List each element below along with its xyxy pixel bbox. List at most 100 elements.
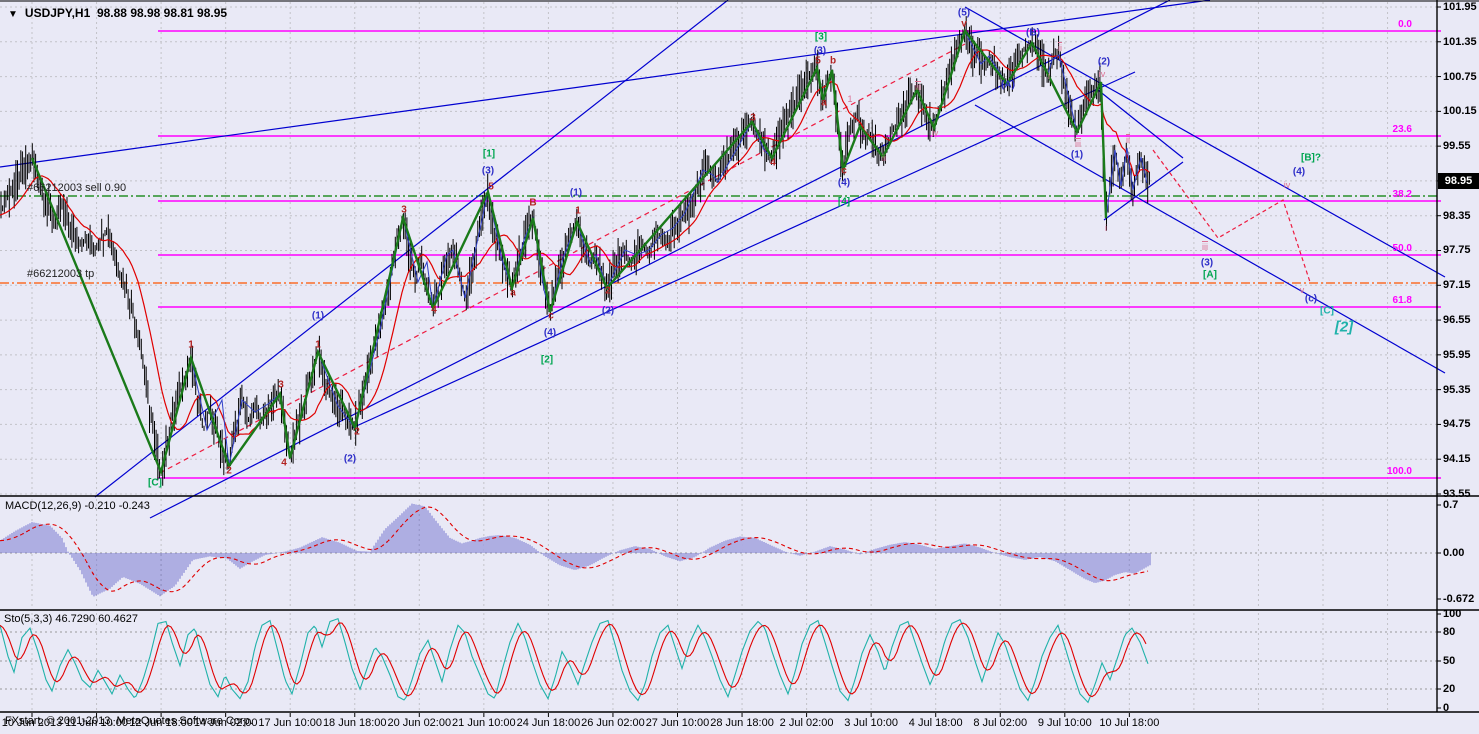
- wave-label: 4: [431, 304, 437, 316]
- fib-level-label: 23.6: [1392, 124, 1412, 135]
- wave-label: (2): [1097, 56, 1111, 68]
- current-price-badge: 98.95: [1438, 173, 1479, 189]
- time-axis-label: 9 Jul 10:00: [1037, 717, 1092, 729]
- wave-label: 2: [354, 426, 360, 438]
- wave-label: (A): [1001, 79, 1015, 91]
- time-axis-label: 18 Jun 18:00: [322, 717, 387, 729]
- wave-label: v: [1299, 285, 1305, 295]
- wave-label: iv: [1283, 180, 1291, 190]
- sell-order-label[interactable]: #66212003 sell 0.90: [27, 182, 127, 194]
- wave-label: 2: [605, 285, 611, 297]
- price-axis-label: 96.55: [1443, 314, 1471, 327]
- sto-axis-label: 50: [1443, 655, 1456, 667]
- wave-label: v: [961, 18, 967, 30]
- price-axis-label: 93.55: [1443, 487, 1471, 500]
- symbol-timeframe: USDJPY,H1: [24, 6, 91, 20]
- wave-label: (5): [957, 7, 971, 19]
- wave-label: ii: [882, 153, 886, 163]
- wave-label: [4]: [837, 196, 851, 208]
- wave-label: iii: [1202, 242, 1208, 252]
- price-axis-label: 95.35: [1443, 383, 1471, 396]
- time-axis-label: 20 Jun 02:00: [387, 717, 452, 729]
- chart-title: ▼ USDJPY,H1 98.88 98.98 98.81 98.95: [8, 6, 227, 20]
- macd-axis-label: 0.00: [1443, 547, 1465, 559]
- sto-axis-label: 0: [1443, 702, 1450, 714]
- wave-label: 4: [281, 457, 287, 469]
- price-axis-label: 100.15: [1443, 105, 1477, 118]
- wave-label: 3: [750, 112, 756, 124]
- price-axis-label: 95.95: [1443, 348, 1471, 361]
- sto-axis-label: 80: [1443, 626, 1456, 638]
- sto-axis-label: 20: [1443, 683, 1456, 695]
- price-axis-label: 94.75: [1443, 418, 1471, 431]
- time-axis-label: 10 Jul 18:00: [1099, 717, 1160, 729]
- wave-label: (4): [543, 327, 557, 339]
- wave-label: B: [529, 197, 537, 209]
- time-axis-label: 11 Jun 10:00: [65, 717, 128, 729]
- fib-level-label: 50.0: [1392, 243, 1412, 254]
- wave-label: ii: [1058, 43, 1062, 53]
- wave-label: (4): [1292, 166, 1306, 178]
- wave-label: [A]: [1203, 269, 1217, 281]
- macd-indicator-label: MACD(12,26,9) -0.210 -0.243: [5, 500, 150, 512]
- wave-label: [1]: [482, 148, 496, 160]
- price-axis-label: 97.75: [1443, 244, 1471, 257]
- wave-label: (3): [813, 45, 827, 57]
- ohlc-quotes: 98.88 98.98 98.81 98.95: [96, 6, 228, 20]
- wave-label: 1: [315, 339, 321, 351]
- time-axis-label: 24 Jun 18:00: [516, 717, 581, 729]
- wave-label: c: [548, 310, 554, 322]
- wave-label: 1: [575, 205, 581, 217]
- wave-label: c: [841, 165, 847, 177]
- wave-label: [3]: [814, 31, 828, 43]
- fib-level-label: 0.0: [1398, 19, 1412, 30]
- wave-label: (1): [1070, 149, 1084, 161]
- macd-axis-label: 0.7: [1443, 499, 1459, 511]
- wave-label: [2]: [540, 354, 554, 366]
- time-axis-label: 21 Jun 10:00: [452, 717, 516, 729]
- wave-label: iv: [931, 128, 939, 138]
- wave-label: [B]?: [1301, 152, 1321, 164]
- time-axis-label: 28 Jun 18:00: [710, 717, 774, 729]
- fib-level-label: 38.2: [1392, 189, 1412, 200]
- wave-label: [C]: [148, 477, 162, 489]
- price-axis-label: 100.75: [1443, 70, 1477, 83]
- time-axis-label: 17 Jun 10:00: [258, 717, 322, 729]
- symbol-dropdown-icon[interactable]: ▼: [8, 9, 18, 20]
- wave-label: (1): [311, 310, 325, 322]
- wave-label: 3: [278, 379, 284, 391]
- wave-label: ii: [1126, 135, 1130, 145]
- wave-label: i: [1048, 71, 1050, 81]
- wave-label: iv: [1098, 69, 1106, 79]
- wave-label: (3): [481, 165, 495, 177]
- wave-label: (c): [1304, 293, 1318, 305]
- wave-label: b: [829, 55, 837, 67]
- price-axis-label: 99.55: [1443, 140, 1471, 153]
- wave-label: [2]: [1334, 318, 1354, 336]
- wave-label: 2: [226, 465, 232, 477]
- price-axis-label: 101.35: [1443, 35, 1477, 48]
- fib-level-label: 100.0: [1386, 466, 1412, 477]
- macd-axis-label: -0.672: [1443, 593, 1475, 605]
- stochastic-indicator-label: Sto(5,3,3) 46.7290 60.4627: [4, 613, 138, 625]
- price-axis-label: 98.35: [1443, 209, 1471, 222]
- wave-label: 5: [488, 181, 494, 193]
- price-axis-label: 97.15: [1443, 279, 1471, 292]
- price-axis-label: 101.95: [1443, 1, 1477, 13]
- time-axis-label: 8 Jul 02:00: [973, 717, 1028, 729]
- time-axis-label: 2 Jul 02:00: [779, 717, 834, 729]
- wave-label: 1: [847, 94, 853, 104]
- wave-label: 4: [770, 157, 776, 169]
- time-axis-label: 3 Jul 10:00: [844, 717, 899, 729]
- wave-label: 1: [188, 339, 194, 351]
- takeprofit-order-label[interactable]: #66212003 tp: [27, 268, 95, 280]
- time-axis-label: 10 Jun 2013: [1, 717, 63, 729]
- wave-label: i: [1105, 223, 1107, 233]
- wave-label: iii: [1075, 139, 1081, 149]
- time-axis-label: 26 Jun 02:00: [581, 717, 645, 729]
- time-axis-label: 12 Jun 18:00: [129, 717, 193, 729]
- wave-label: (1): [569, 187, 583, 199]
- fib-level-label: 61.8: [1392, 295, 1412, 306]
